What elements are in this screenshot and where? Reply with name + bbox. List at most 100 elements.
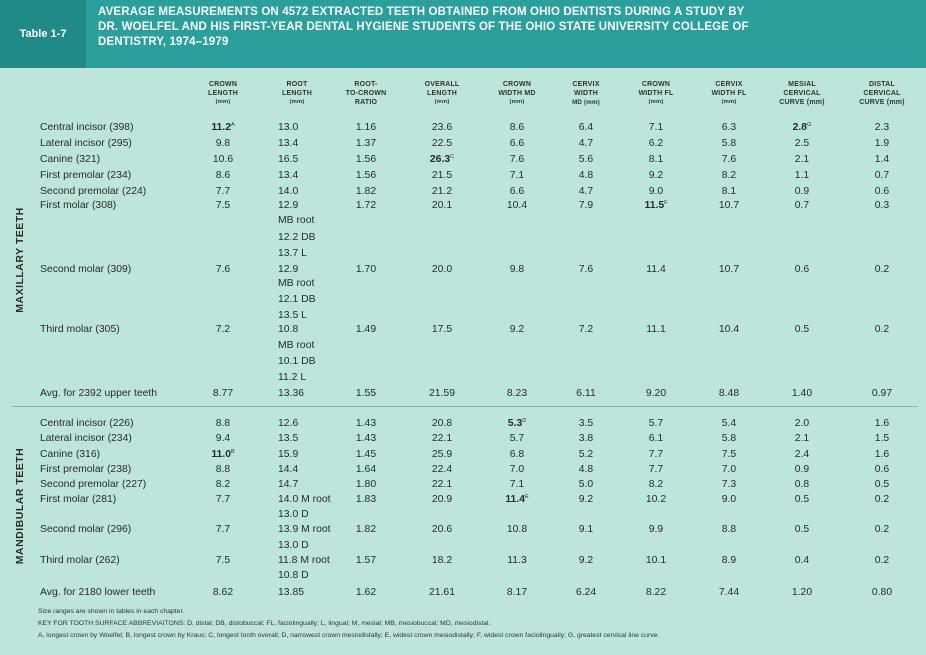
value-cell: 12.9 xyxy=(278,200,299,211)
value-cell: 10.7 xyxy=(718,264,740,275)
value-cell: 13.9 M root xyxy=(278,524,331,535)
col-header-line: (mm) xyxy=(648,99,664,106)
value-cell: 8.1 xyxy=(721,186,737,197)
value-cell: 0.8 xyxy=(794,479,810,490)
value-cell: 25.9 xyxy=(431,449,453,460)
value-cell: 1.9 xyxy=(874,138,890,149)
value-cell: 8.8 xyxy=(721,524,737,535)
value-cell: 8.77 xyxy=(212,388,234,399)
tooth-name-cell: First premolar (234) xyxy=(40,170,132,181)
table-row: First premolar (234) 8.6 13.4 1.56 21.5 7.1 4.… xyxy=(0,170,926,186)
col-header-line: RATIO xyxy=(354,99,378,107)
col-header-line: CERVIX xyxy=(572,81,600,88)
title-line-3: DENTISTRY, 1974–1979 xyxy=(98,36,229,48)
footnote-marker: E xyxy=(524,494,529,500)
value-cell: 10.1 xyxy=(645,555,667,566)
value-cell: 8.6 xyxy=(215,170,231,181)
value-cell: 1.43 xyxy=(355,433,377,444)
value-cell: 0.9 xyxy=(794,186,810,197)
table-row: First molar (281) 7.7 14.0 M root 1.83 20.9 1… xyxy=(0,494,926,510)
table-row: Second premolar (224) 7.7 14.0 1.82 21.2 6.6 4… xyxy=(0,186,926,202)
value-cell: 0.2 xyxy=(874,555,890,566)
footnote-marker: G xyxy=(807,122,812,128)
value-cell: 22.5 xyxy=(431,138,453,149)
value-cell: 11.0B xyxy=(183,449,263,460)
col-header-root-length: ROOT LENGTH (mm) xyxy=(269,80,325,108)
value-cell: 18.2 xyxy=(431,555,453,566)
col-header-crown-width-fl: CROWN WIDTH FL (mm) xyxy=(626,80,686,108)
value-cell: 7.6 xyxy=(721,154,737,165)
value-cell: 5.2 xyxy=(578,449,594,460)
tooth-name-cell: Second molar (296) xyxy=(40,524,132,535)
table-row: Lateral incisor (295) 9.8 13.4 1.37 22.5 6.6 4… xyxy=(0,138,926,154)
value-cell: 1.49 xyxy=(355,324,377,335)
value-cell: 1.72 xyxy=(355,200,377,211)
value-cell: 10.6 xyxy=(212,154,234,165)
value-cell: 1.62 xyxy=(355,587,377,598)
root-subline: 10.8 D xyxy=(278,570,309,581)
value-cell: 1.20 xyxy=(791,587,813,598)
footnote: Size ranges are shown in tables in each … xyxy=(38,608,185,615)
value-cell: 20.1 xyxy=(431,200,453,211)
col-header-crown-width-md: CROWN WIDTH MD (mm) xyxy=(485,80,549,108)
table-header: Table 1-7 AVERAGE MEASUREMENTS ON 4572 E… xyxy=(0,0,926,68)
value-cell: 12.9 xyxy=(278,264,299,275)
value-cell: 13.0 xyxy=(278,122,299,133)
value-cell: 13.4 xyxy=(278,170,299,181)
value-cell: 2.8G xyxy=(762,122,842,133)
value-cell: 15.9 xyxy=(278,449,299,460)
root-subline: 13.7 L xyxy=(278,248,307,259)
value-cell: 9.1 xyxy=(578,524,594,535)
value-cell: 5.8 xyxy=(721,138,737,149)
col-header-line: (mm) xyxy=(434,99,450,106)
value-cell: 8.48 xyxy=(718,388,740,399)
value-cell: 7.5 xyxy=(721,449,737,460)
value-cell: 17.5 xyxy=(431,324,453,335)
title-line-2: DR. WOELFEL AND HIS FIRST-YEAR DENTAL HY… xyxy=(98,21,749,33)
value-cell: 9.2 xyxy=(578,555,594,566)
table-row: Canine (316) 11.0B 15.9 1.45 25.9 6.8 5.2 7.7 7.… xyxy=(0,449,926,465)
table-row: Central incisor (398) 11.2A 13.0 1.16 23.6 8.… xyxy=(0,122,926,138)
tooth-name-cell: Avg. for 2180 lower teeth xyxy=(40,587,156,598)
table-row: Central incisor (226) 8.8 12.6 1.43 20.8 5.3D… xyxy=(0,418,926,434)
value-cell: 7.7 xyxy=(215,186,231,197)
value-cell: 13.5 xyxy=(278,433,299,444)
value-cell: 14.7 xyxy=(278,479,299,490)
value-cell: 6.11 xyxy=(576,388,596,399)
table-title: AVERAGE MEASUREMENTS ON 4572 EXTRACTED T… xyxy=(86,0,926,68)
value-cell: 1.70 xyxy=(355,264,377,275)
value-cell: 10.7 xyxy=(718,200,740,211)
value-cell: 0.6 xyxy=(874,464,890,475)
record-value: 11.2 xyxy=(211,122,231,133)
value-cell: 1.82 xyxy=(355,524,377,535)
value-cell: 1.64 xyxy=(355,464,377,475)
value-cell: 11.8 M root xyxy=(278,555,330,566)
table-row: Second molar (296) 7.7 13.9 M root 1.82 20.6… xyxy=(0,524,926,540)
tooth-name-cell: Central incisor (226) xyxy=(40,418,134,429)
table-row: Third molar (262) 7.5 11.8 M root 1.57 18.2 1… xyxy=(0,555,926,571)
value-cell: 22.4 xyxy=(431,464,453,475)
value-cell: 10.8 xyxy=(506,524,528,535)
value-cell: 1.45 xyxy=(355,449,377,460)
value-cell: 0.5 xyxy=(794,524,810,535)
value-cell: 8.8 xyxy=(215,464,231,475)
tooth-name-cell: Avg. for 2392 upper teeth xyxy=(40,388,158,399)
value-cell: 9.9 xyxy=(648,524,664,535)
value-cell: 5.7 xyxy=(509,433,525,444)
value-cell: 20.6 xyxy=(431,524,453,535)
value-cell: 0.6 xyxy=(874,186,890,197)
footnote-marker: A xyxy=(230,122,235,128)
value-cell: 7.0 xyxy=(721,464,737,475)
value-cell: 7.7 xyxy=(215,494,231,505)
col-header-line: MD (mm) xyxy=(572,99,600,107)
col-header-line: (mm) xyxy=(215,99,231,106)
value-cell: 21.59 xyxy=(428,388,455,399)
value-cell: 0.80 xyxy=(871,587,893,598)
col-header-line: LENGTH xyxy=(282,90,312,98)
col-header-overall-length: OVERALL LENGTH (mm) xyxy=(411,80,473,108)
col-header-cervix-width-fl: CERVIX WIDTH FL (mm) xyxy=(700,80,758,108)
col-header-mesial-cervical-curve: MESIAL CERVICAL CURVE (mm) xyxy=(766,80,838,108)
value-cell: 13.36 xyxy=(278,388,305,399)
value-cell: 0.9 xyxy=(794,464,810,475)
tooth-name-cell: Third molar (305) xyxy=(40,324,120,335)
